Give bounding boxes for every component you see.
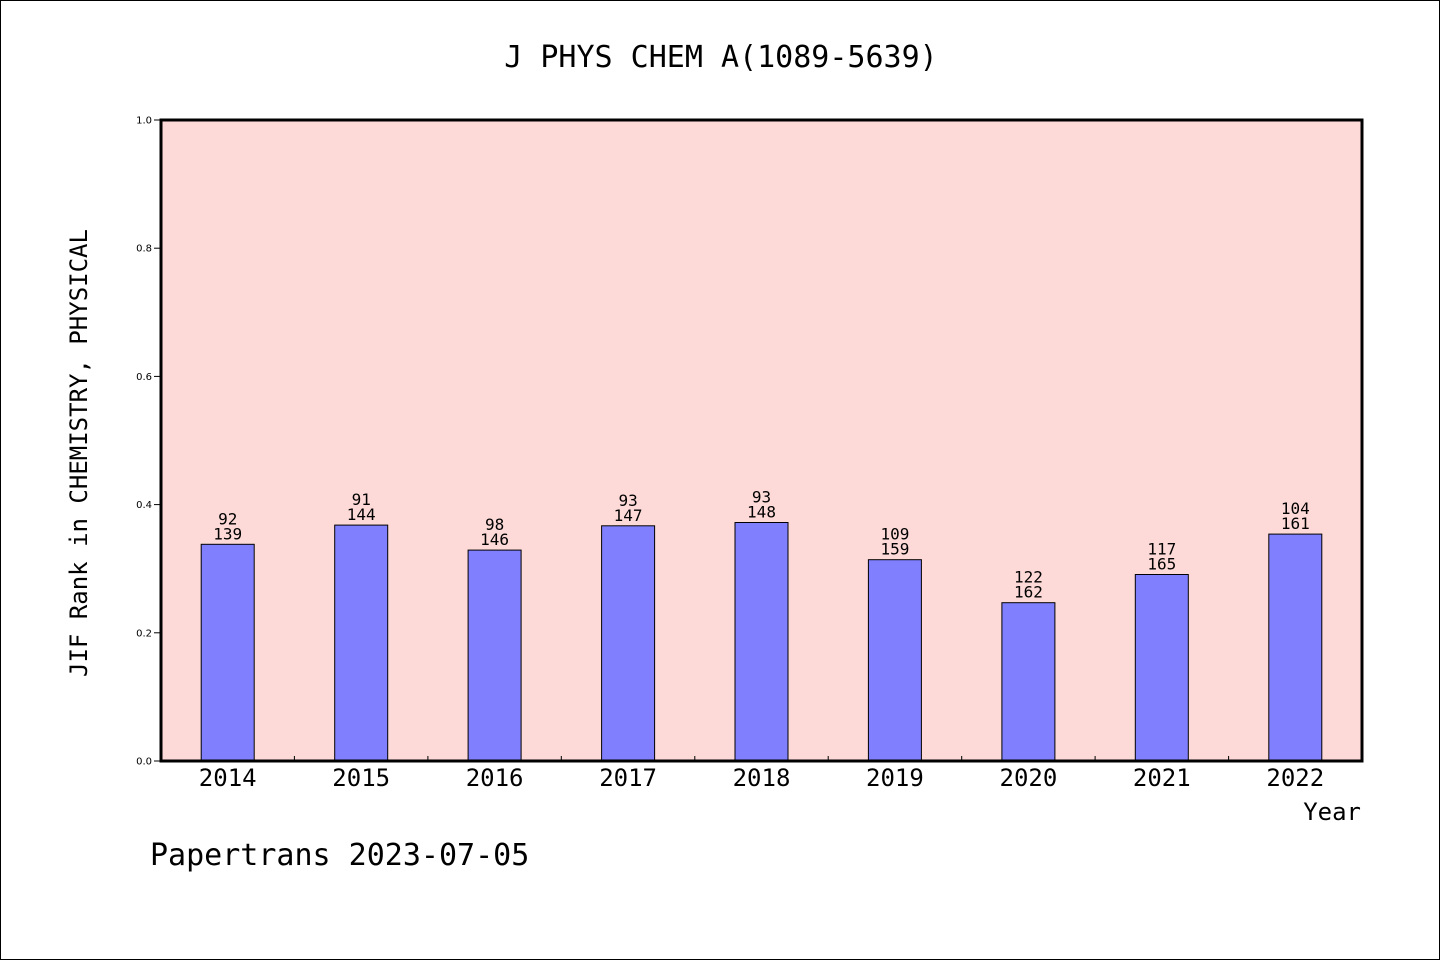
x-tick-label-2017: 2017 (599, 764, 657, 792)
bar-labels-layer: 9213991144981469314793148109159122162117… (213, 488, 1310, 602)
bar-2019 (867, 559, 922, 762)
x-axis-ticks: 2014 2015 2016 2017 2018 2019 2020 2021 2022 (199, 756, 1324, 792)
bar-rank-label-2022: 104 (1281, 499, 1310, 518)
x-tick-label-2021: 2021 (1133, 764, 1191, 792)
bar-rank-label-2019: 109 (880, 525, 909, 544)
x-tick-label-2020: 2020 (1000, 764, 1058, 792)
chart-title: J PHYS CHEM A(1089-5639) (504, 40, 937, 75)
bar-rank-label-2021: 117 (1147, 540, 1176, 559)
bar-rank-label-2014: 92 (218, 509, 237, 528)
x-tick-label-2018: 2018 (733, 764, 791, 792)
bar-total-label-2014: 139 (213, 524, 242, 543)
x-tick-label-2016: 2016 (466, 764, 524, 792)
y-tick-label-0.2: 0.2 (136, 628, 152, 639)
bar-total-label-2021: 165 (1147, 555, 1176, 574)
y-tick-label-0.8: 0.8 (136, 244, 152, 255)
bar-rank-label-2016: 98 (485, 515, 504, 534)
y-tick-label-0.6: 0.6 (136, 372, 152, 383)
bar-2016 (467, 549, 522, 762)
bar-2015 (334, 524, 389, 762)
x-axis-label: Year (1303, 798, 1361, 826)
bar-rank-label-2018: 93 (752, 488, 771, 507)
footer-credit: Papertrans 2023-07-05 (150, 838, 529, 873)
bar-2022 (1268, 533, 1323, 762)
y-tick-label-0.4: 0.4 (136, 500, 152, 511)
bar-total-label-2019: 159 (880, 540, 909, 559)
bar-total-label-2016: 146 (480, 530, 509, 549)
bar-total-label-2017: 147 (614, 506, 643, 525)
bar-rank-label-2020: 122 (1014, 568, 1043, 587)
bar-total-label-2018: 148 (747, 503, 776, 522)
y-tick-label-1.0: 1.0 (136, 116, 152, 127)
bar-2021 (1134, 574, 1189, 762)
bar-rank-label-2017: 93 (618, 491, 637, 510)
x-tick-label-2014: 2014 (199, 764, 257, 792)
plot-border (159, 118, 1364, 763)
bar-2014 (200, 543, 255, 762)
bar-rank-label-2015: 91 (352, 490, 371, 509)
bar-total-label-2015: 144 (347, 505, 376, 524)
y-axis-ticks: 0.0 0.2 0.4 0.6 0.8 1.0 (136, 116, 161, 768)
bar-2020 (1001, 602, 1056, 762)
bar-2018 (734, 522, 789, 762)
bar-2017 (601, 525, 656, 762)
bars-layer (200, 522, 1323, 762)
x-tick-label-2022: 2022 (1266, 764, 1324, 792)
x-tick-label-2019: 2019 (866, 764, 924, 792)
bar-total-label-2020: 162 (1014, 583, 1043, 602)
y-tick-label-0.0: 0.0 (136, 757, 152, 768)
x-tick-label-2015: 2015 (332, 764, 390, 792)
bar-total-label-2022: 161 (1281, 514, 1310, 533)
y-axis-label: JIF Rank in CHEMISTRY, PHYSICAL (65, 229, 93, 677)
